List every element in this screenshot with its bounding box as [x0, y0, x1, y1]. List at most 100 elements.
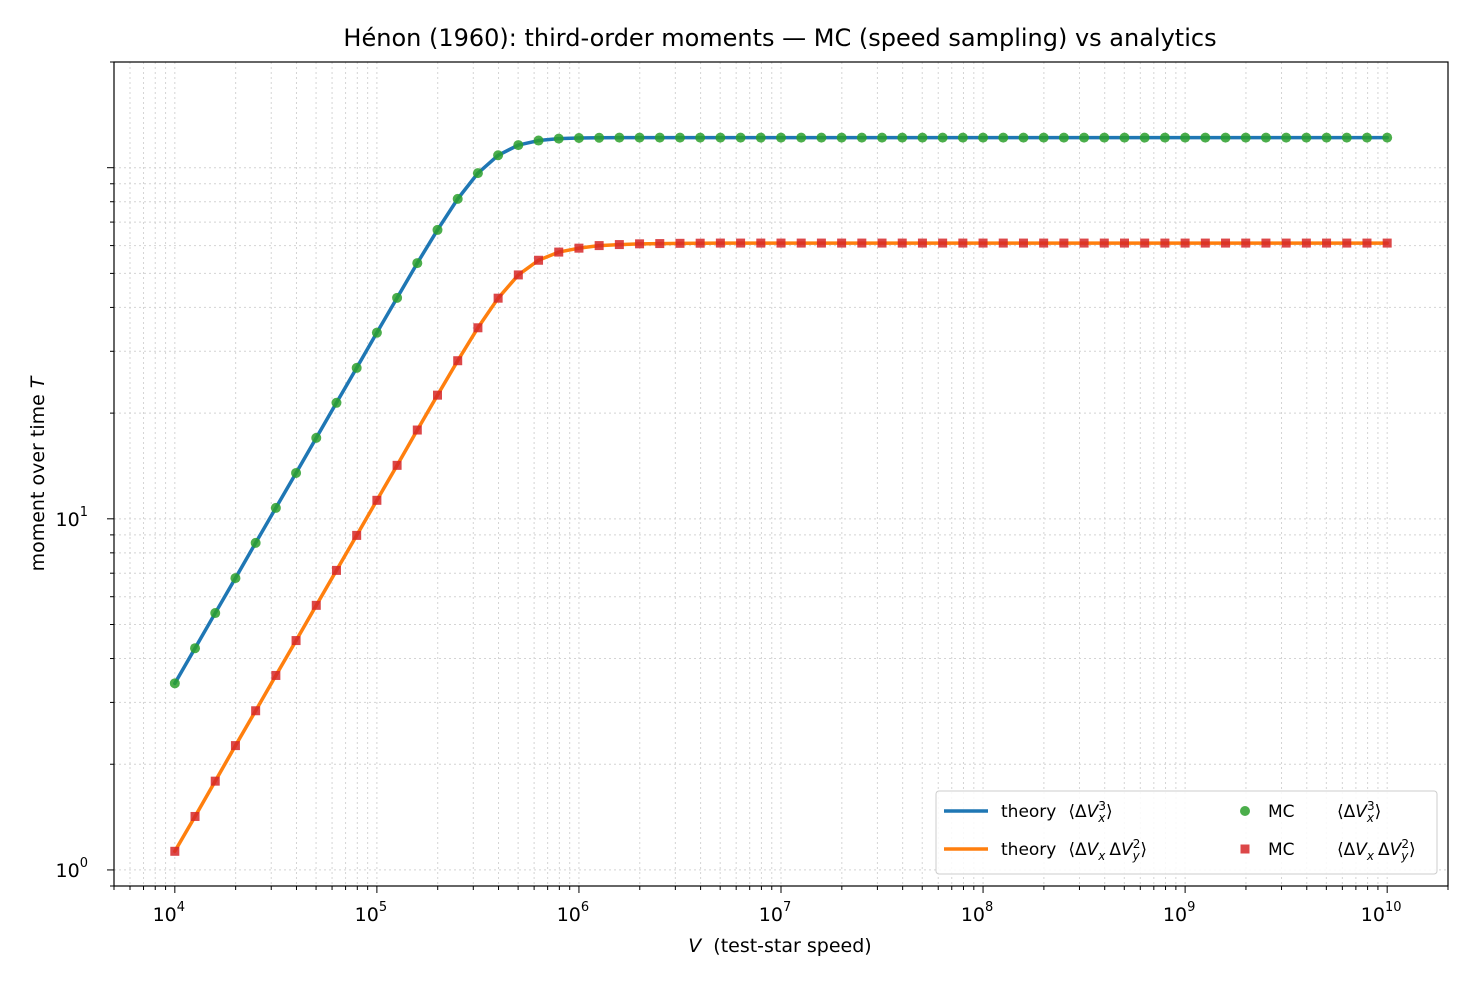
data-point-mc-2: [1281, 132, 1292, 143]
data-point-mc-2: [291, 467, 302, 478]
data-point-mc-3: [554, 247, 564, 257]
data-point-mc-2: [553, 133, 564, 144]
data-point-mc-3: [756, 238, 766, 248]
data-point-mc-2: [452, 193, 463, 204]
data-point-mc-2: [917, 132, 928, 143]
data-point-mc-2: [755, 132, 766, 143]
data-point-mc-3: [877, 238, 887, 248]
data-point-mc-3: [1362, 238, 1372, 248]
data-point-mc-3: [493, 293, 503, 303]
legend-swatch-mc-vx3: [1240, 806, 1250, 816]
data-point-mc-3: [857, 238, 867, 248]
data-point-mc-2: [695, 132, 706, 143]
data-point-mc-3: [1180, 238, 1190, 248]
data-point-mc-3: [1261, 238, 1271, 248]
y-tick-label: 100: [56, 856, 88, 882]
data-point-mc-3: [1382, 238, 1392, 248]
x-axis-label-text: (test-star speed): [713, 935, 871, 957]
grid-lines: [113, 61, 1449, 887]
data-point-mc-2: [816, 132, 827, 143]
data-point-mc-3: [1099, 238, 1109, 248]
data-point-mc-3: [816, 238, 826, 248]
data-point-mc-3: [473, 323, 483, 333]
data-point-mc-2: [796, 132, 807, 143]
data-point-mc-3: [1140, 238, 1150, 248]
data-point-mc-2: [392, 292, 403, 303]
data-point-mc-2: [250, 537, 261, 548]
data-point-mc-3: [796, 238, 806, 248]
data-point-mc-3: [1039, 238, 1049, 248]
data-point-mc-3: [1059, 238, 1069, 248]
x-tick-label: 104: [153, 900, 185, 926]
data-point-mc-2: [1321, 132, 1332, 143]
data-point-mc-2: [311, 432, 322, 443]
data-point-mc-2: [715, 132, 726, 143]
data-point-mc-3: [695, 238, 705, 248]
data-point-mc-2: [351, 362, 362, 373]
data-point-mc-2: [776, 132, 786, 143]
data-point-mc-2: [634, 132, 645, 143]
data-point-mc-3: [1241, 238, 1251, 248]
data-point-mc-2: [533, 135, 544, 146]
data-point-mc-3: [251, 706, 261, 716]
legend-box: [935, 790, 1438, 875]
data-point-mc-2: [169, 678, 180, 689]
x-axis-variable: V: [688, 935, 703, 957]
data-point-mc-3: [210, 776, 220, 786]
data-point-mc-3: [190, 811, 200, 821]
legend-label-mc-vxvy2: MC ⟨ΔVx ΔVy2⟩: [1268, 837, 1416, 863]
data-point-mc-2: [472, 168, 483, 179]
data-point-mc-2: [190, 643, 201, 654]
data-point-mc-3: [917, 238, 927, 248]
data-point-mc-3: [412, 425, 422, 435]
data-point-mc-3: [675, 238, 685, 248]
data-point-mc-2: [1341, 132, 1352, 143]
data-point-mc-2: [1361, 132, 1372, 143]
data-point-mc-2: [1260, 132, 1271, 143]
data-point-mc-2: [1240, 132, 1251, 143]
data-point-mc-3: [1221, 238, 1231, 248]
x-tick-label: 108: [961, 900, 993, 926]
data-point-mc-2: [1099, 132, 1110, 143]
data-point-mc-2: [1180, 132, 1191, 143]
data-point-mc-3: [1322, 238, 1332, 248]
data-point-mc-2: [1058, 132, 1069, 143]
data-point-mc-3: [1281, 238, 1291, 248]
chart-title: Hénon (1960): third-order moments — MC (…: [343, 24, 1216, 52]
data-point-mc-2: [1301, 132, 1312, 143]
legend-label-mc-vx3: MC ⟨ΔVx3⟩: [1268, 799, 1381, 825]
data-point-mc-3: [170, 846, 180, 856]
data-point-mc-3: [513, 270, 523, 280]
data-point-mc-2: [957, 132, 968, 143]
data-point-mc-2: [1220, 132, 1231, 143]
data-point-mc-3: [291, 636, 301, 646]
data-point-mc-3: [1160, 238, 1170, 248]
data-point-mc-2: [1018, 132, 1029, 143]
data-point-mc-3: [736, 238, 746, 248]
data-point-mc-3: [655, 239, 665, 249]
data-point-mc-3: [230, 741, 240, 751]
data-point-mc-2: [1382, 132, 1393, 143]
data-point-mc-2: [654, 132, 665, 143]
data-point-mc-3: [433, 390, 443, 400]
data-point-mc-2: [735, 132, 746, 143]
data-point-mc-2: [331, 397, 342, 408]
data-point-mc-2: [270, 502, 281, 513]
y-axis-label-text: moment over time: [27, 394, 49, 571]
data-point-mc-2: [1079, 132, 1090, 143]
data-point-mc-3: [311, 600, 321, 610]
data-point-mc-3: [978, 238, 988, 248]
data-point-mc-2: [371, 327, 382, 338]
y-tick-label: 101: [56, 505, 88, 531]
data-point-mc-3: [392, 460, 402, 470]
data-point-mc-3: [938, 238, 948, 248]
data-point-mc-2: [573, 133, 584, 144]
data-point-mc-3: [897, 238, 907, 248]
data-point-mc-3: [958, 238, 968, 248]
x-tick-label: 107: [759, 900, 791, 926]
data-point-mc-2: [493, 150, 504, 161]
legend-swatch-mc-vxvy2: [1240, 844, 1250, 854]
data-point-mc-2: [1200, 132, 1211, 143]
data-point-mc-2: [978, 132, 989, 143]
